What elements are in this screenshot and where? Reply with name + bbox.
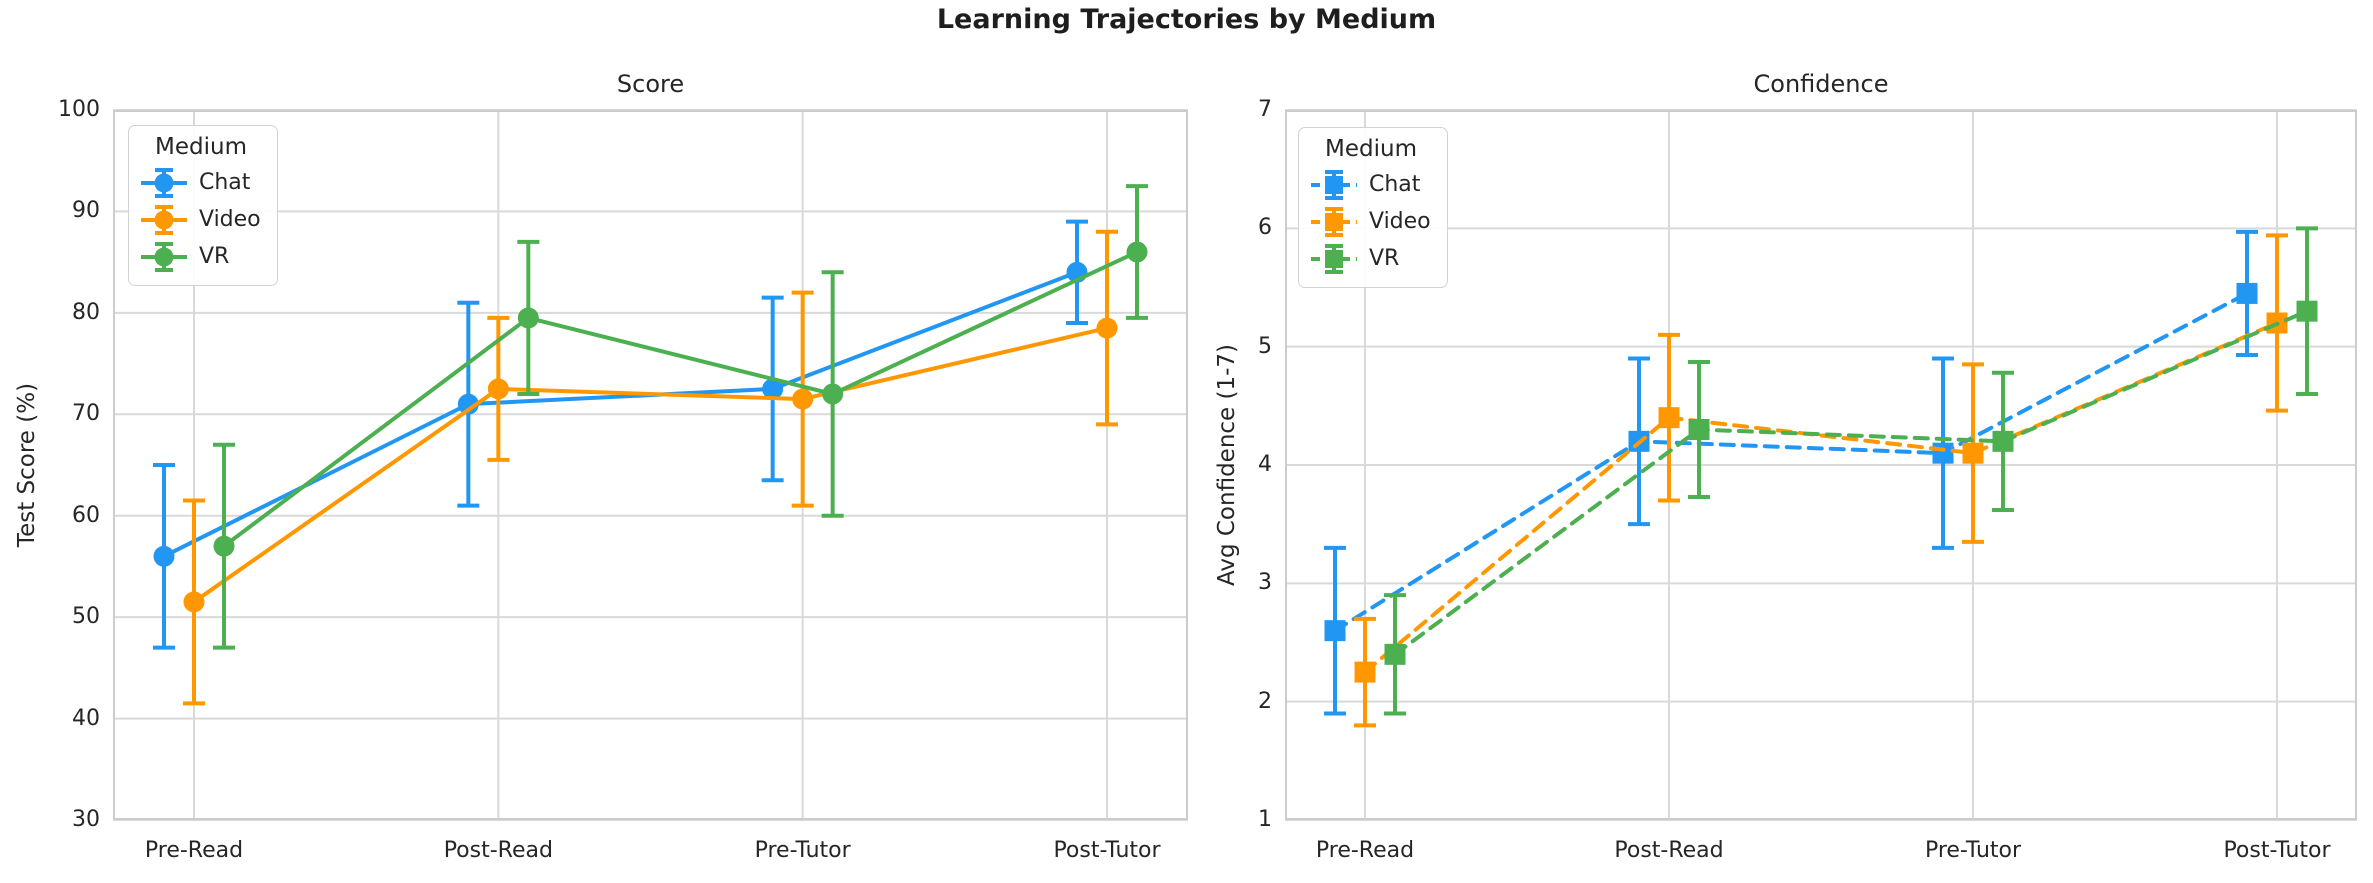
y-tick-label: 30 xyxy=(72,807,100,832)
y-tick-label: 80 xyxy=(72,299,100,325)
confidence-legend: Medium Chat Video VR xyxy=(1298,127,1448,288)
x-tick-label: Post-Read xyxy=(1614,838,1724,863)
x-tick-label: Pre-Tutor xyxy=(1924,838,2022,863)
data-point-marker xyxy=(822,383,844,405)
confidence-plot-area xyxy=(1285,109,2357,821)
legend-entry-video: Video xyxy=(1311,203,1431,240)
data-point-marker xyxy=(213,535,235,557)
y-tick-label: 6 xyxy=(1258,215,1272,241)
errorbar-square-icon xyxy=(1311,242,1357,276)
legend-entry-chat: Chat xyxy=(1311,166,1431,203)
axes-spine xyxy=(1285,110,2357,820)
series-chat xyxy=(153,219,1088,650)
score-plot-area xyxy=(113,109,1188,821)
series-line xyxy=(1333,291,2249,633)
y-tick-label: 60 xyxy=(72,502,100,528)
data-point-marker xyxy=(1962,442,1984,464)
y-tick-label: 2 xyxy=(1258,688,1272,714)
legend-entry-label: VR xyxy=(1369,246,1400,271)
y-tick-label: 3 xyxy=(1258,570,1272,596)
data-point-marker xyxy=(487,378,509,400)
legend-entry-label: VR xyxy=(199,244,230,269)
y-tick-label: 100 xyxy=(58,97,100,122)
data-point-marker xyxy=(1932,442,1954,464)
x-tick-label: Post-Tutor xyxy=(2223,838,2331,863)
series-line xyxy=(162,270,1079,559)
gridlines xyxy=(113,109,1188,821)
score-legend: Medium Chat Video VR xyxy=(128,125,278,286)
data-point-marker xyxy=(1384,643,1406,665)
data-point-marker xyxy=(1354,661,1376,683)
series-line xyxy=(192,326,1109,604)
legend-entry-chat: Chat xyxy=(141,164,261,201)
data-point-marker xyxy=(183,591,205,613)
series-line xyxy=(222,250,1139,549)
data-point-marker xyxy=(1688,419,1710,440)
series-line xyxy=(1393,309,2309,657)
axes-spine xyxy=(113,110,1188,820)
subplot-title-confidence: Confidence xyxy=(1753,70,1889,98)
y-tick-label: 1 xyxy=(1258,807,1272,832)
y-tick-label: 7 xyxy=(1258,97,1272,122)
data-point-marker xyxy=(1126,241,1148,263)
data-point-marker xyxy=(1992,430,2014,452)
series-line xyxy=(1363,321,2279,675)
legend-entry-vr: VR xyxy=(141,238,261,275)
figure-title: Learning Trajectories by Medium xyxy=(936,4,1437,35)
legend-entry-vr: VR xyxy=(1311,240,1431,277)
series-vr xyxy=(1384,226,2318,716)
series-video xyxy=(183,229,1118,706)
data-point-marker xyxy=(792,388,814,410)
y-tick-label: 70 xyxy=(72,401,100,427)
legend-entry-label: Video xyxy=(199,207,261,232)
data-point-marker xyxy=(153,545,175,567)
x-tick-label: Pre-Read xyxy=(1315,838,1415,863)
legend-title: Medium xyxy=(1325,136,1417,162)
series-vr xyxy=(213,184,1148,650)
legend-entry-label: Chat xyxy=(199,170,251,195)
x-tick-label: Pre-Tutor xyxy=(754,838,851,863)
series-chat xyxy=(1324,229,2258,716)
legend-entry-label: Video xyxy=(1369,209,1431,234)
y-tick-label: 90 xyxy=(72,198,100,224)
errorbar-square-icon xyxy=(1311,168,1357,202)
legend-entry-video: Video xyxy=(141,201,261,238)
data-point-marker xyxy=(1658,407,1680,429)
data-point-marker xyxy=(1096,317,1118,339)
data-point-marker xyxy=(1324,620,1346,642)
legend-entry-label: Chat xyxy=(1369,172,1421,197)
y-tick-label: 5 xyxy=(1258,333,1272,359)
data-point-marker xyxy=(2236,282,2258,304)
x-tick-label: Post-Read xyxy=(443,838,553,863)
y-tick-label: 40 xyxy=(72,705,100,731)
legend-title: Medium xyxy=(155,134,247,160)
y-tick-label: 50 xyxy=(72,604,100,630)
data-point-marker xyxy=(2296,300,2318,322)
errorbar-circle-icon xyxy=(141,203,187,237)
x-tick-label: Pre-Read xyxy=(144,838,244,863)
errorbar-circle-icon xyxy=(141,240,187,274)
errorbar-square-icon xyxy=(1311,205,1357,239)
data-point-marker xyxy=(762,378,784,400)
subplot-title-score: Score xyxy=(616,70,685,98)
data-point-marker xyxy=(457,393,479,415)
data-point-marker xyxy=(517,307,539,329)
y-tick-label: 4 xyxy=(1258,452,1272,477)
series-video xyxy=(1354,233,2288,728)
x-tick-label: Post-Tutor xyxy=(1053,838,1161,863)
errorbar-circle-icon xyxy=(141,166,187,200)
